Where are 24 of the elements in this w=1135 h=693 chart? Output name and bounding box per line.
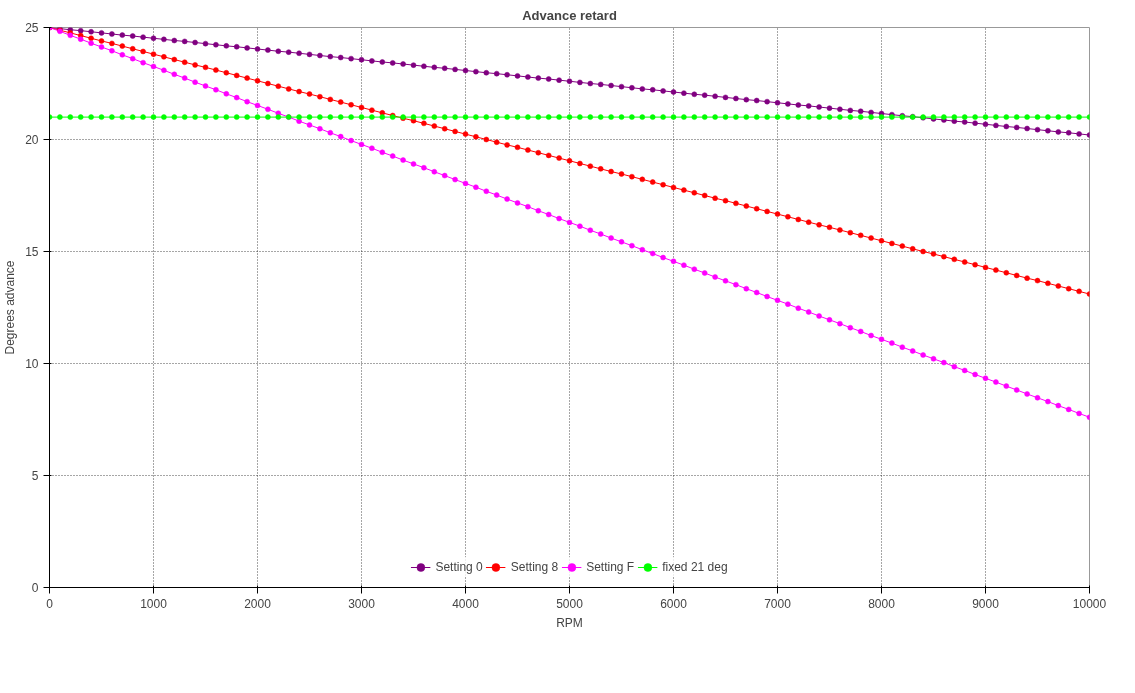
x-axis-title: RPM (556, 615, 583, 630)
legend-label: fixed 21 deg (662, 560, 728, 574)
y-tick-label: 15 (25, 245, 39, 259)
x-tick-label: 8000 (868, 596, 896, 611)
y-axis-title: Degrees advance (3, 260, 18, 355)
legend-label: Setting 8 (510, 560, 559, 574)
x-tick-label: 5000 (556, 596, 584, 611)
x-tick-label: 7000 (764, 596, 792, 611)
x-tick-label: 9000 (972, 596, 1000, 611)
x-tick-label: 3000 (348, 596, 376, 611)
y-tick-label: 0 (31, 581, 39, 595)
x-tick-label: 2000 (244, 596, 272, 611)
x-tick-label: 10000 (1072, 596, 1107, 611)
chart-title: Advance retard (522, 7, 617, 23)
x-tick-label: 1000 (140, 596, 168, 611)
legend-label: Setting F (586, 560, 635, 574)
y-tick-label: 10 (25, 357, 39, 371)
x-tick-label: 4000 (452, 596, 480, 611)
x-tick-label: 0 (46, 596, 54, 611)
legend-label: Setting 0 (435, 560, 483, 574)
y-tick-label: 5 (31, 469, 39, 483)
x-tick-label: 6000 (660, 596, 688, 611)
y-tick-label: 25 (25, 21, 39, 35)
y-tick-label: 20 (25, 133, 39, 147)
